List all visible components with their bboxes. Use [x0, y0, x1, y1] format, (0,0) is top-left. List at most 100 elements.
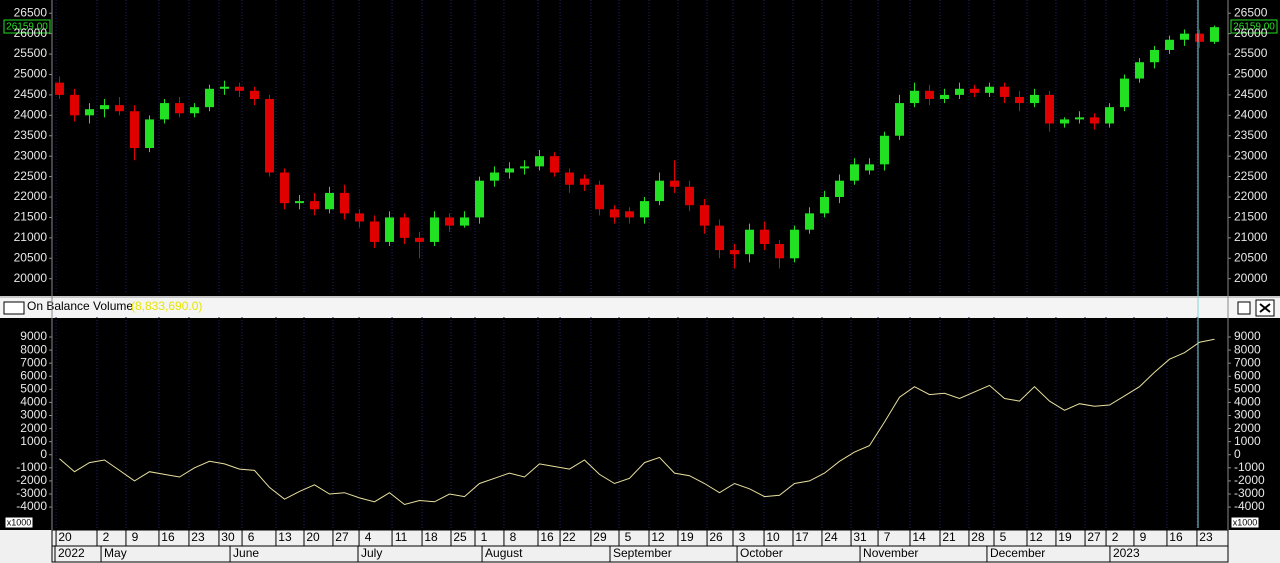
x-tick-label: 26: [709, 530, 723, 544]
marks: [55, 25, 1219, 506]
candle-body: [355, 213, 364, 222]
x-tick-label: 18: [424, 530, 438, 544]
candle-body: [1180, 33, 1189, 40]
indicator-icon[interactable]: [3, 301, 25, 315]
y-tick-label: -3000: [16, 486, 47, 500]
y-tick-label: 4000: [1234, 395, 1261, 409]
x-tick-label: 31: [853, 530, 867, 544]
candle-body: [940, 94, 949, 99]
candle-body: [880, 135, 889, 165]
y-tick-label: 25000: [14, 67, 48, 81]
x-tick-label: 9: [132, 530, 139, 544]
candle-body: [70, 94, 79, 116]
x-tick-label: 23: [1199, 530, 1213, 544]
candle-body: [730, 250, 739, 255]
x-tick-label: 29: [593, 530, 607, 544]
y-tick-label: 26500: [14, 5, 48, 19]
candle-body: [1105, 107, 1114, 124]
x-tick-label: 7: [884, 530, 891, 544]
indicator-value: (8,833,690.0): [131, 299, 202, 313]
candle-body: [370, 221, 379, 242]
candle-body: [340, 192, 349, 214]
y-tick-label: 24500: [14, 87, 48, 101]
y-tick-label: 0: [40, 447, 47, 461]
candle-body: [250, 90, 259, 99]
close-icon: [1259, 303, 1271, 313]
y-tick-label: 1000: [20, 434, 47, 448]
y-tick-label: 7000: [1234, 355, 1261, 369]
y-tick-label: -1000: [16, 460, 47, 474]
y-tick-label: -2000: [1234, 473, 1265, 487]
candle-body: [535, 156, 544, 167]
x-tick-label: 27: [335, 530, 349, 544]
x-tick-label: 2: [1112, 530, 1119, 544]
y-tick-label: 24500: [1234, 87, 1268, 101]
candle-body: [400, 217, 409, 238]
candle-body: [310, 201, 319, 210]
unit-box: [4, 516, 34, 529]
candle-body: [1045, 94, 1054, 124]
candle-body: [775, 243, 784, 259]
month-label: May: [104, 546, 127, 560]
x-tick-label: 1: [481, 530, 488, 544]
y-tick-label: 20000: [1234, 271, 1268, 285]
x-tick-label: 17: [795, 530, 809, 544]
x-tick-label: 28: [971, 530, 985, 544]
x-tick-label: 5: [1000, 530, 1007, 544]
y-tick-label: 20000: [14, 271, 48, 285]
month-label: September: [613, 546, 672, 560]
y-tick-label: 7000: [20, 355, 47, 369]
y-tick-label: 6000: [20, 368, 47, 382]
candle-body: [1090, 117, 1099, 124]
candle-body: [1150, 49, 1159, 63]
candle-body: [475, 180, 484, 218]
last-price-label: 26159.00: [6, 22, 48, 33]
x-tick-label: 14: [912, 530, 926, 544]
y-tick-label: 23500: [1234, 128, 1268, 142]
y-tick-label: -4000: [1234, 499, 1265, 513]
candle-body: [790, 229, 799, 259]
candle-body: [700, 205, 709, 226]
candle-body: [280, 172, 289, 204]
y-tick-label: 21500: [1234, 210, 1268, 224]
candle-body: [610, 209, 619, 218]
x-tick-label: 3: [739, 530, 746, 544]
y-tick-label: 3000: [20, 408, 47, 422]
candle-body: [655, 180, 664, 202]
candle-body: [220, 86, 229, 89]
maximize-button[interactable]: [1237, 301, 1251, 315]
candle-body: [640, 201, 649, 218]
candle-body: [55, 82, 64, 95]
x-tick-label: 8: [510, 530, 517, 544]
candle-body: [1060, 119, 1069, 124]
month-label: December: [990, 546, 1045, 560]
y-tick-label: 26000: [14, 26, 48, 40]
candle-body: [265, 98, 274, 173]
x-tick-label: 2: [103, 530, 110, 544]
x-tick-label: 11: [395, 530, 408, 544]
y-tick-label: 21000: [14, 230, 48, 244]
month-label: July: [361, 546, 382, 560]
candle-body: [115, 105, 124, 112]
y-tick-label: 0: [1234, 447, 1241, 461]
candle-body: [190, 107, 199, 114]
obv-line: [59, 338, 1215, 506]
y-tick-label: 25000: [1234, 67, 1268, 81]
x-tick-label: 13: [278, 530, 292, 544]
candle-body: [715, 225, 724, 251]
y-tick-label: 24000: [14, 107, 48, 121]
indicator-title: On Balance Volume: [27, 299, 133, 313]
last-price-box: [3, 19, 51, 34]
month-label: August: [485, 546, 523, 560]
candle-body: [925, 90, 934, 99]
candle-body: [325, 192, 334, 210]
candle-body: [1120, 78, 1129, 108]
y-tick-label: 3000: [1234, 408, 1261, 422]
y-tick-label: 25500: [14, 46, 48, 60]
x-tick-label: 12: [1029, 530, 1043, 544]
x-tick-label: 10: [766, 530, 780, 544]
splitter[interactable]: [0, 296, 1280, 298]
candle-body: [445, 217, 454, 226]
candle-body: [175, 103, 184, 114]
